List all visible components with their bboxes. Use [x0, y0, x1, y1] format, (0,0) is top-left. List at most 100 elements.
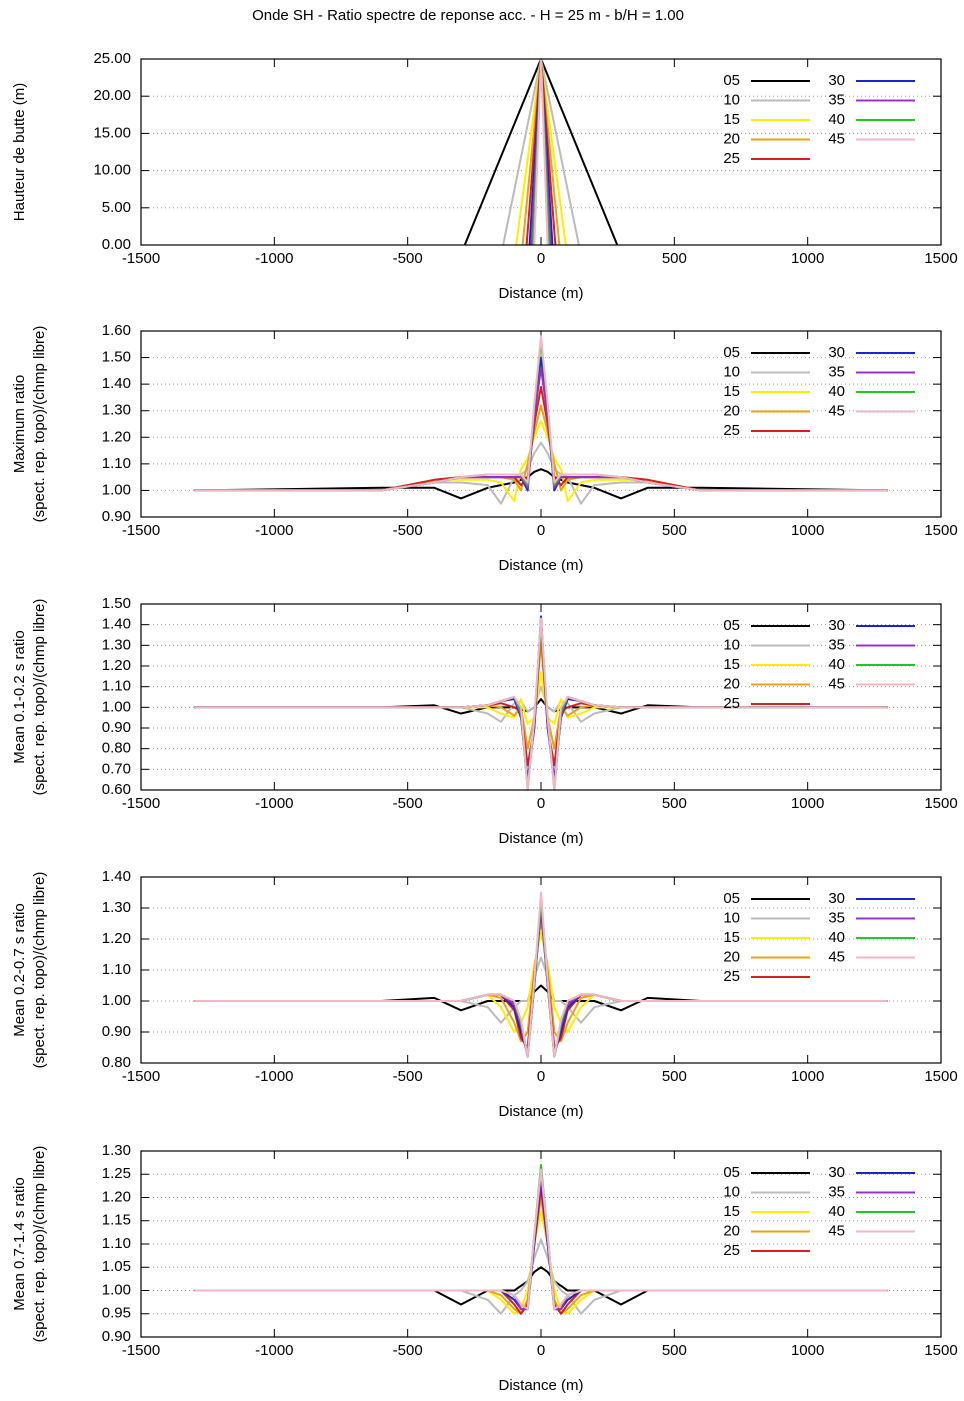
y-tick-label: 25.00 — [93, 50, 131, 67]
y-tick-label: 1.25 — [102, 1165, 131, 1182]
y-tick-label: 1.15 — [102, 1212, 131, 1229]
x-tick-label: 0 — [537, 1342, 545, 1359]
x-tick-label: 0 — [537, 1068, 545, 1085]
x-tick-label: 500 — [662, 795, 687, 812]
x-tick-label: -1500 — [122, 1068, 160, 1085]
legend-label: 05 — [723, 890, 740, 907]
panel: 0.00 5.00 10.00 15.00 20.00 25.00 -1500 -1000 -5… — [11, 50, 958, 302]
legend-label: 45 — [828, 402, 845, 419]
y-tick-label: 1.30 — [102, 402, 131, 419]
x-tick-label: 0 — [537, 250, 545, 267]
plot-frame — [140, 603, 942, 791]
legend-label: 25 — [723, 968, 740, 985]
chart-title: Onde SH - Ratio spectre de reponse acc. … — [252, 7, 684, 24]
x-tick-label: -1000 — [255, 795, 293, 812]
x-tick-label: 0 — [537, 522, 545, 539]
series-line — [194, 441, 888, 505]
series-line — [194, 468, 888, 500]
x-axis-label: Distance (m) — [498, 830, 583, 847]
y-axis-label: Maximum ratio — [11, 375, 28, 473]
series-line — [194, 644, 888, 750]
series-line — [194, 891, 888, 1058]
legend-label: 35 — [828, 91, 845, 108]
y-axis-label: Mean 0.7-1.4 s ratio — [11, 1177, 28, 1310]
series-line — [194, 335, 888, 492]
legend-label: 05 — [723, 72, 740, 89]
y-axis-label: Mean 0.2-0.7 s ratio — [11, 903, 28, 1036]
x-tick-label: 1500 — [924, 250, 957, 267]
legend-label: 40 — [828, 111, 845, 128]
legend-label: 10 — [723, 909, 740, 926]
series-line — [194, 420, 888, 503]
x-tick-label: -500 — [393, 250, 423, 267]
legend-label: 05 — [723, 1164, 740, 1181]
y-tick-label: 1.50 — [102, 349, 131, 366]
series-line — [194, 356, 888, 492]
x-tick-label: 1500 — [924, 1342, 957, 1359]
legend-label: 10 — [723, 91, 740, 108]
x-tick-label: 500 — [662, 522, 687, 539]
series-line — [194, 1238, 888, 1315]
legend-label: 05 — [723, 617, 740, 634]
y-tick-label: 1.10 — [102, 455, 131, 472]
legend-label: 20 — [723, 130, 740, 147]
y-tick-label: 1.40 — [102, 868, 131, 885]
series-line — [194, 910, 888, 1049]
legend-label: 40 — [828, 1203, 845, 1220]
legend-label: 40 — [828, 656, 845, 673]
legend-label: 35 — [828, 636, 845, 653]
y-tick-label: 1.20 — [102, 657, 131, 674]
legend-label: 30 — [828, 1164, 845, 1181]
x-tick-label: 1000 — [791, 522, 824, 539]
legend-label: 30 — [828, 72, 845, 89]
legend-label: 30 — [828, 617, 845, 634]
x-tick-label: 1000 — [791, 250, 824, 267]
x-tick-label: 1000 — [791, 1342, 824, 1359]
y-tick-label: 1.40 — [102, 375, 131, 392]
legend-label: 15 — [723, 929, 740, 946]
series-line — [194, 931, 888, 1033]
x-tick-label: -500 — [393, 1068, 423, 1085]
y-tick-label: 1.10 — [102, 1235, 131, 1252]
legend-label: 25 — [723, 695, 740, 712]
legend-label: 20 — [723, 948, 740, 965]
series-line — [194, 1210, 888, 1315]
x-tick-label: -1500 — [122, 795, 160, 812]
y-tick-label: 0.90 — [102, 1023, 131, 1040]
y-tick-label: 1.60 — [102, 322, 131, 339]
series-line — [194, 671, 888, 725]
legend-label: 20 — [723, 1222, 740, 1239]
x-tick-label: -500 — [393, 795, 423, 812]
y-tick-label: 1.00 — [102, 992, 131, 1009]
legend-label: 35 — [828, 363, 845, 380]
y-tick-label: 1.40 — [102, 616, 131, 633]
legend-label: 45 — [828, 675, 845, 692]
legend-label: 40 — [828, 383, 845, 400]
x-axis-label: Distance (m) — [498, 285, 583, 302]
x-tick-label: -500 — [393, 522, 423, 539]
y-tick-label: 0.90 — [102, 719, 131, 736]
y-tick-label: 1.05 — [102, 1258, 131, 1275]
x-tick-label: 1500 — [924, 522, 957, 539]
legend-label: 20 — [723, 402, 740, 419]
legend-label: 45 — [828, 1222, 845, 1239]
x-tick-label: 1000 — [791, 1068, 824, 1085]
legend-label: 15 — [723, 656, 740, 673]
x-tick-label: 1500 — [924, 1068, 957, 1085]
legend-label: 15 — [723, 383, 740, 400]
x-tick-label: 500 — [662, 1342, 687, 1359]
y-tick-label: 1.20 — [102, 428, 131, 445]
legend-label: 15 — [723, 111, 740, 128]
y-tick-label: 0.70 — [102, 760, 131, 777]
y-tick-label: 0.80 — [102, 1054, 131, 1071]
y-tick-label: 1.00 — [102, 698, 131, 715]
y-axis-label: Mean 0.1-0.2 s ratio — [11, 630, 28, 763]
y-tick-label: 15.00 — [93, 124, 131, 141]
panel: 0.80 0.90 1.00 1.10 1.20 1.30 1.40 -1500 -1000 -5… — [11, 868, 958, 1120]
x-tick-label: -1500 — [122, 1342, 160, 1359]
y-tick-label: 1.50 — [102, 595, 131, 612]
panel: 0.60 0.70 0.80 0.90 1.00 1.10 1.20 1.30 1.40 1.50… — [11, 595, 958, 847]
x-tick-label: -1000 — [255, 1342, 293, 1359]
x-axis-label: Distance (m) — [498, 1377, 583, 1394]
y-tick-label: 1.30 — [102, 636, 131, 653]
